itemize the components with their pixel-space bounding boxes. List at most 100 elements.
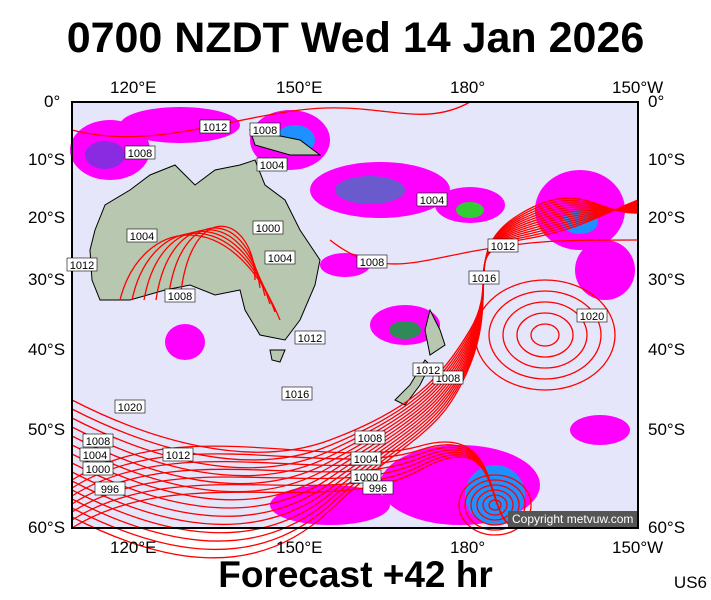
isobar-label-box [487,238,519,253]
isobar-label: 1016 [472,273,496,285]
isobar-line [71,101,471,138]
isobar-line [71,203,639,485]
isobar-label-box [416,192,448,207]
isobar-label: 1004 [260,160,284,172]
isobar-label-box [354,430,386,445]
isobar-line [488,499,502,511]
right-lat-label: 30°S [648,270,686,289]
isobar-label: 1016 [285,389,309,401]
isobar-label: 1020 [580,311,604,323]
bottom-lon-150w: 150°W [612,538,664,557]
top-lon-150e: 150°E [276,78,323,97]
isobar-label: 1008 [253,125,277,137]
isobar-label-box [281,386,313,401]
left-lat-label: 60°S [28,518,66,537]
isobar-label: 1012 [70,260,94,272]
map-title: 0700 NZDT Wed 14 Jan 2026 [66,14,645,62]
isobar-label-box [294,330,326,345]
right-lat-label: 40°S [648,340,686,359]
right-lat-label: 10°S [648,150,686,169]
isobar-label: 1008 [86,436,110,448]
isobar-label: 1004 [268,253,292,265]
bottom-lon-180: 180° [450,538,486,557]
isobar-label-box [264,250,296,265]
isobar-line [530,323,560,347]
isobar-label-box [412,362,444,377]
isobar-label: 1008 [128,148,152,160]
isobar-line [482,494,508,516]
right-lat-label: 20°S [648,208,686,227]
bottom-lon-120e: 120°E [110,538,157,557]
left-lat-label: 30°S [28,270,66,289]
isobar-line [488,290,602,380]
isobar-label: 1004 [130,231,154,243]
isobar-label: 1000 [86,464,110,476]
isobar-label: 1020 [118,402,142,414]
isobar-label: 1004 [354,454,378,466]
isobar-label: 1008 [358,433,382,445]
copyright-notice: Copyright metvuw.com [508,511,638,527]
top-lon-180: 180° [450,78,486,97]
left-lat-label: 40°S [28,340,66,359]
tasmania [269,349,286,363]
isobar-label: 1012 [491,241,515,253]
isobar-label-box [79,447,111,462]
isobar-line [476,489,514,521]
left-lat-label: 0° [44,92,61,111]
isobar-line [470,484,520,526]
isobar-label: 1012 [416,365,440,377]
isobar-label-box [94,481,126,496]
isobar-label-box [162,447,194,462]
isobar-label: 996 [101,484,119,496]
isobar-line [71,201,639,469]
isobar-line [71,204,639,493]
isobar-label: 1012 [203,122,227,134]
isobar-label: 996 [369,483,387,495]
isobar-label-box [356,254,388,269]
isobar-label-box [468,270,500,285]
isobar-label: 1012 [166,450,190,462]
forecast-hour: Forecast +42 hr [218,554,493,595]
isobar-label-box [124,145,156,160]
right-lat-label: 60°S [648,518,686,537]
top-lon-150w: 150°W [612,78,664,97]
isobar-label-box [114,399,146,414]
isobar-line [71,205,639,501]
isobar-line [71,202,639,477]
isobar-label: 1008 [360,257,384,269]
isobar-line [71,199,639,453]
left-lat-label: 10°S [28,150,66,169]
isobar-label: 1012 [298,333,322,345]
isobar-labels: 1012 1008 1008 1004 1004 1000 1004 1012 1008 1004… [66,119,608,496]
right-lat-label: 0° [648,92,665,111]
isobar-label-box [199,119,231,134]
isobar-label-box [164,288,196,303]
isobar-label: 1004 [420,195,444,207]
isobar-line [179,225,256,301]
isobar-label-box [82,433,114,448]
left-lat-label: 20°S [28,208,66,227]
isobar-label-box [66,257,98,272]
isobar-line [474,279,616,391]
isobar-label: 1004 [83,450,107,462]
isobar-line [464,479,526,531]
isobar-line [71,200,639,461]
isobar-label-box [249,122,281,137]
right-lat-label: 50°S [648,420,686,439]
isobar-line [516,312,574,358]
isobar-label-box [252,220,284,235]
isobar-label-box [256,157,288,172]
isobar-label: 1000 [256,223,280,235]
isobar-line [502,301,588,369]
nz-north-island [424,308,446,356]
australia [89,159,321,341]
isobar-label-box [576,308,608,323]
bottom-lon-150e: 150°E [276,538,323,557]
top-lon-120e: 120°E [110,78,157,97]
left-lat-label: 50°S [28,420,66,439]
isobar-label: 1008 [168,291,192,303]
isobar-label-box [126,228,158,243]
isobar-label-box [362,480,394,495]
map-frame [71,101,639,529]
